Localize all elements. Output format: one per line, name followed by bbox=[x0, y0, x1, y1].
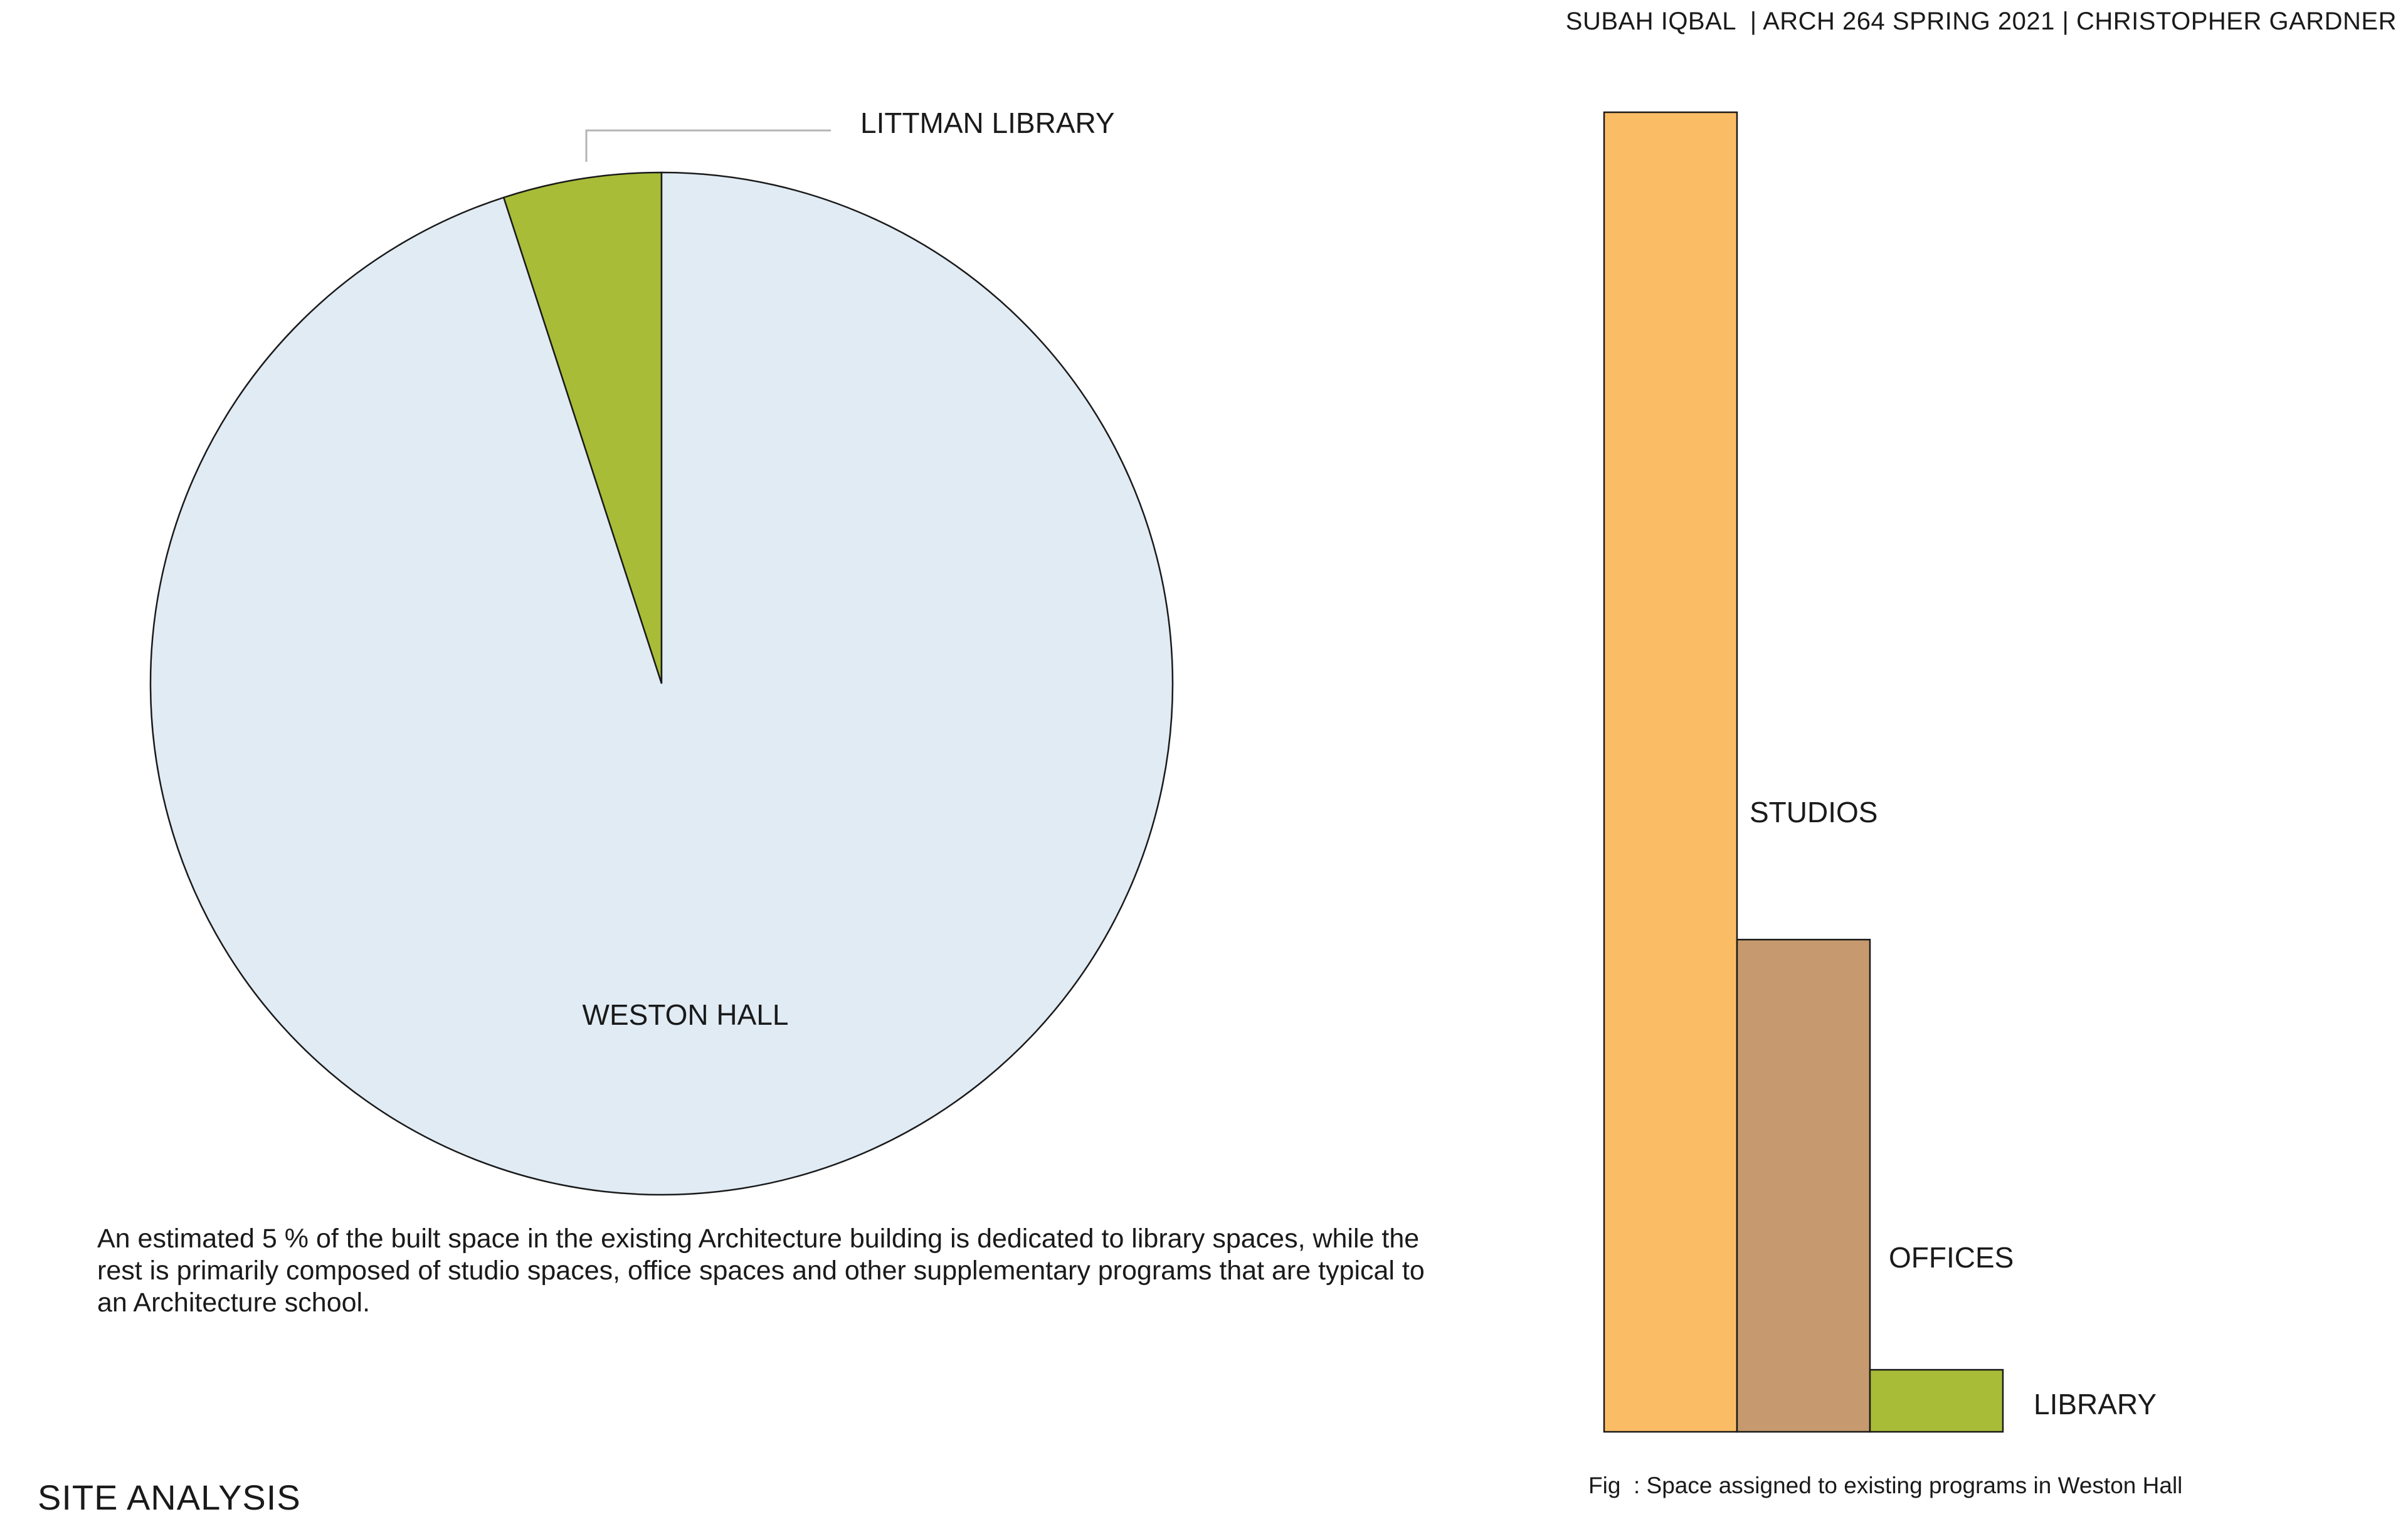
bar-label-library: LIBRARY bbox=[2034, 1388, 2157, 1421]
bar-chart: STUDIOS OFFICES LIBRARY bbox=[1603, 111, 2157, 1433]
bar-offices bbox=[1736, 938, 1871, 1433]
bar-label-offices: OFFICES bbox=[1889, 1241, 2014, 1274]
pie-leader-line bbox=[585, 129, 831, 162]
pie-label-weston-hall: WESTON HALL bbox=[583, 998, 789, 1031]
pie-chart: LITTMAN LIBRARY WESTON HALL bbox=[149, 107, 1174, 1196]
section-title: SITE ANALYSIS bbox=[38, 1478, 301, 1517]
pie-label-littman-library: LITTMAN LIBRARY bbox=[860, 107, 1115, 139]
figure-caption: Fig : Space assigned to existing program… bbox=[1588, 1473, 2183, 1498]
bar-library bbox=[1869, 1368, 2004, 1433]
pie-slice-weston-hall bbox=[149, 171, 1174, 1196]
pie-slice-littman-library bbox=[502, 171, 663, 684]
bar-label-studios: STUDIOS bbox=[1750, 796, 1877, 828]
description-text: An estimated 5 % of the built space in t… bbox=[97, 1224, 1425, 1318]
bar-studios bbox=[1603, 111, 1738, 1433]
header-credit: SUBAH IQBAL | ARCH 264 SPRING 2021 | CHR… bbox=[1565, 8, 2397, 35]
